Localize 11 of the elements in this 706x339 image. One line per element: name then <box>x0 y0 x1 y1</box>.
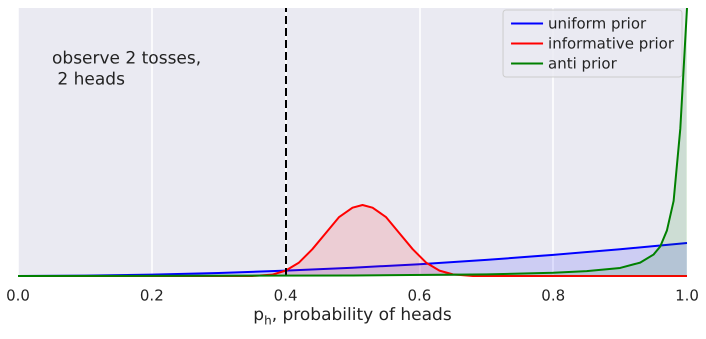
annotation: observe 2 tosses, 2 heads <box>52 48 202 90</box>
x-tick-label: 0.6 <box>407 286 432 304</box>
x-tick-label: 0.2 <box>140 286 164 304</box>
x-tick-label: 0.0 <box>6 286 30 304</box>
x-tick-label: 0.8 <box>541 286 566 304</box>
x-tick-label: 0.4 <box>274 286 298 304</box>
x-tick-label: 1.0 <box>675 286 699 304</box>
legend-label: uniform prior <box>548 14 647 32</box>
x-axis-title: p$_{h}$, probability of heads <box>252 304 453 330</box>
legend-label: informative prior <box>548 34 675 52</box>
legend-label: anti prior <box>548 54 618 72</box>
